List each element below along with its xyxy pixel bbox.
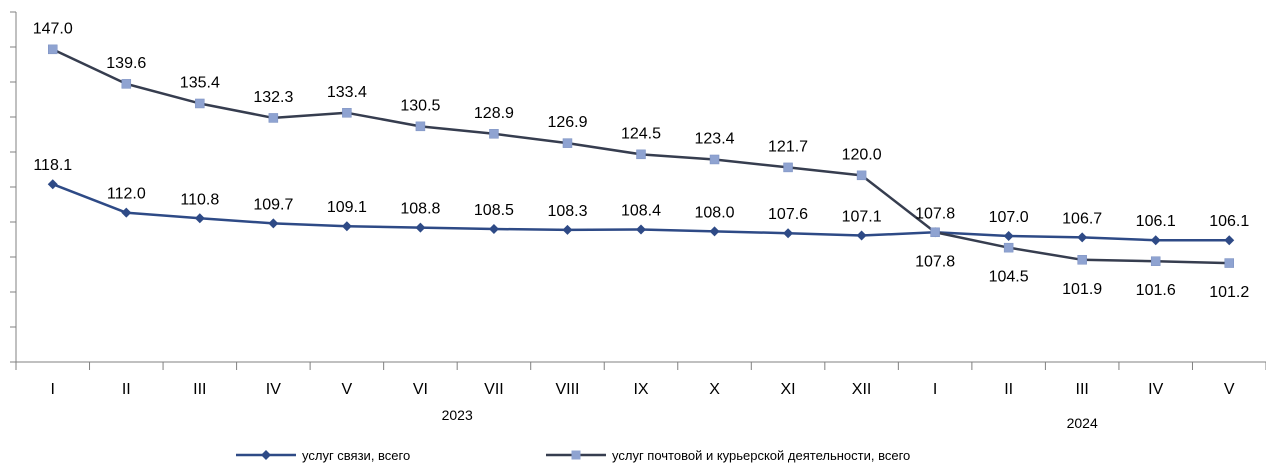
x-tick-label: III <box>1076 381 1089 398</box>
data-point-postal <box>636 149 646 160</box>
data-point-postal <box>562 138 573 148</box>
x-tick-label: VII <box>484 381 504 398</box>
data-label: 124.5 <box>621 125 661 142</box>
x-axis-tick-labels: I II III IV V VI VII VIII IX X XI XII I II III IV V <box>51 381 1235 398</box>
data-label: 107.8 <box>915 205 955 222</box>
data-point-postal <box>415 121 426 132</box>
data-label: 108.0 <box>695 204 735 221</box>
data-point-communication <box>121 207 132 218</box>
year-label: 2024 <box>1067 415 1098 431</box>
data-label: 108.4 <box>621 202 661 219</box>
data-point-communication <box>1224 235 1235 246</box>
data-point-postal <box>783 162 793 173</box>
data-point-communication <box>1077 232 1088 243</box>
data-point-communication <box>47 179 58 190</box>
x-tick-label: VIII <box>555 381 579 398</box>
data-label: 107.1 <box>842 209 882 226</box>
data-point-postal <box>121 79 132 89</box>
data-label: 107.6 <box>768 206 808 223</box>
year-label: 2023 <box>442 407 473 423</box>
data-labels: 118.1 112.0 110.8 109.7 109.1 108.8 108.5 108.3… <box>33 20 1250 301</box>
data-point-communication <box>341 221 352 232</box>
data-label: 110.8 <box>180 191 219 208</box>
data-point-postal <box>709 154 720 165</box>
data-label: 123.4 <box>695 130 735 147</box>
x-tick-label: IX <box>633 381 648 398</box>
year-group-labels: 2023 2024 <box>442 407 1098 431</box>
data-point-postal <box>1224 258 1234 268</box>
data-label: 109.1 <box>327 199 367 216</box>
legend-label: услуг почтовой и курьерской деятельности… <box>612 448 910 463</box>
x-tick-label: XI <box>780 381 795 398</box>
data-label: 130.5 <box>400 97 440 114</box>
data-label: 106.1 <box>1136 213 1176 230</box>
data-point-postal <box>195 98 205 109</box>
data-label: 126.9 <box>547 114 587 131</box>
legend-label: услуг связи, всего <box>302 448 410 463</box>
data-label: 106.7 <box>1062 210 1102 227</box>
legend: услуг связи, всего услуг почтовой и курье… <box>236 448 910 463</box>
data-point-communication <box>636 224 646 235</box>
x-tick-label: II <box>1004 381 1013 398</box>
x-tick-label: V <box>342 381 353 398</box>
data-label: 147.0 <box>33 20 73 37</box>
x-tick-label: IV <box>1148 381 1163 398</box>
chart-axes <box>10 11 1266 370</box>
data-point-communication <box>1003 231 1014 241</box>
data-label: 109.7 <box>253 196 293 213</box>
data-label: 101.6 <box>1136 282 1176 299</box>
data-label: 118.1 <box>33 157 72 174</box>
data-point-communication <box>1150 235 1161 246</box>
data-label: 135.4 <box>180 74 220 91</box>
data-label: 139.6 <box>106 55 146 72</box>
data-label: 104.5 <box>989 269 1029 286</box>
data-label: 108.8 <box>400 201 440 218</box>
data-label: 128.9 <box>474 105 514 122</box>
data-label: 133.4 <box>327 84 367 101</box>
data-point-communication <box>415 222 426 233</box>
data-label: 106.1 <box>1209 213 1249 230</box>
data-point-postal <box>489 129 499 139</box>
x-tick-label: V <box>1224 381 1235 398</box>
data-label: 108.5 <box>474 202 514 219</box>
x-tick-label: IV <box>266 381 281 398</box>
x-tick-label: I <box>51 381 55 398</box>
data-point-communication <box>194 213 205 224</box>
series-markers <box>47 44 1235 268</box>
data-point-communication <box>856 230 867 241</box>
data-label: 132.3 <box>253 89 293 106</box>
data-label: 107.0 <box>989 209 1029 226</box>
data-label: 101.9 <box>1062 281 1102 298</box>
data-point-postal <box>930 227 940 238</box>
legend-marker-diamond <box>261 450 271 460</box>
data-point-postal <box>48 44 58 55</box>
data-point-postal <box>1150 256 1161 266</box>
data-point-postal <box>1003 242 1014 253</box>
data-label: 121.7 <box>768 138 808 155</box>
x-tick-label: II <box>122 381 131 398</box>
x-tick-label: I <box>933 381 937 398</box>
data-label: 112.0 <box>107 186 146 203</box>
x-tick-label: VI <box>413 381 428 398</box>
x-tick-label: III <box>193 381 206 398</box>
data-point-communication <box>709 226 720 237</box>
data-label: 101.2 <box>1209 284 1249 301</box>
legend-marker-square <box>571 450 581 460</box>
data-point-communication <box>268 218 279 229</box>
x-tick-label: XII <box>852 381 872 398</box>
data-point-postal <box>856 170 867 181</box>
data-point-postal <box>268 113 279 123</box>
data-label: 108.3 <box>547 203 587 220</box>
data-point-communication <box>562 224 573 235</box>
data-point-postal <box>1077 255 1087 265</box>
x-tick-label: X <box>709 381 720 398</box>
data-point-communication <box>488 224 499 234</box>
data-point-postal <box>342 108 352 118</box>
data-label: 120.0 <box>842 146 882 163</box>
data-label: 107.8 <box>915 253 955 270</box>
data-point-communication <box>783 228 794 239</box>
